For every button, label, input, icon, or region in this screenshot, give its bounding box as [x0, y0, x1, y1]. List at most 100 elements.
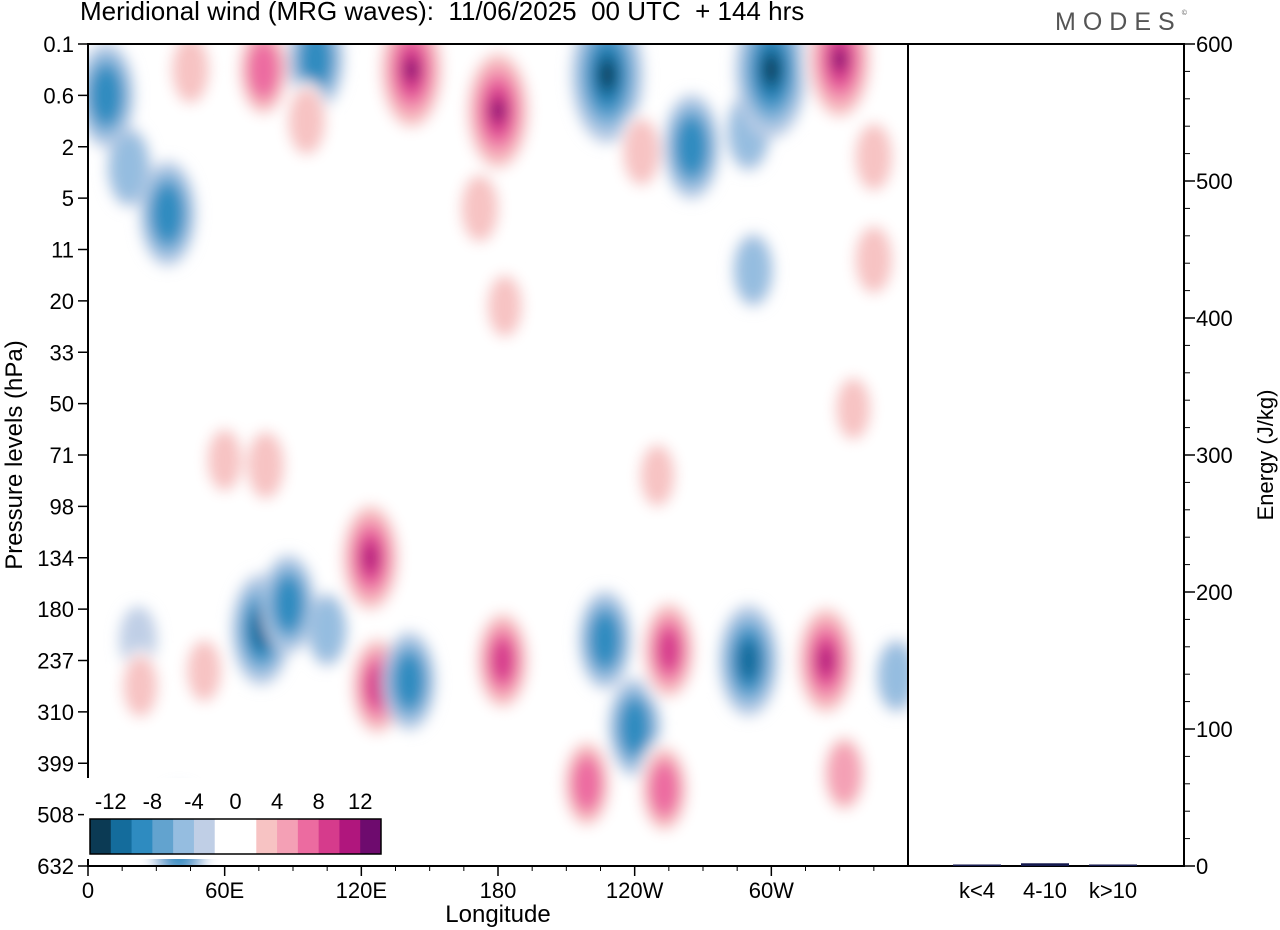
heatmap-cell — [732, 233, 774, 307]
energy-bar — [1021, 863, 1069, 866]
y-tick-label: 508 — [37, 803, 74, 828]
heatmap-cell — [382, 631, 436, 731]
y-tick-label: 33 — [50, 340, 74, 365]
energy-tick-label: 200 — [1196, 580, 1233, 605]
heatmap-cell — [375, 44, 448, 139]
energy-bar-panel: 0 100 200 300 400 500 600 k<4 4-10 k>10 — [907, 32, 1233, 903]
colorbar-swatch — [193, 819, 216, 854]
heatmap-cell — [638, 594, 699, 707]
colorbar-swatch — [318, 819, 340, 854]
heatmap-cell — [337, 495, 404, 621]
heatmap-cell — [168, 44, 213, 110]
energy-frame — [907, 43, 1185, 867]
heatmap-cell — [637, 438, 678, 513]
logo-text: MODES — [1055, 8, 1182, 36]
x-axis-label: Longitude — [445, 901, 550, 928]
colorbar-swatch — [131, 819, 153, 854]
energy-bar — [1089, 864, 1137, 866]
colorbar-swatch — [256, 819, 278, 854]
y-tick-label: 237 — [37, 649, 74, 674]
heatmap-cell — [560, 734, 614, 834]
y-tick-label: 98 — [50, 494, 74, 519]
heatmap-cell — [792, 598, 860, 723]
colorbar-tick-label: 4 — [271, 789, 283, 814]
heatmap-cell — [243, 425, 288, 506]
colorbar-tick-label: 8 — [313, 789, 325, 814]
heatmap-cell — [851, 219, 896, 300]
colorbar-tick-label: 12 — [348, 789, 372, 814]
heatmap-cell — [306, 592, 348, 667]
heatmap-cell — [718, 604, 779, 717]
x-tick-label: 60E — [205, 878, 244, 903]
energy-tick-label: 400 — [1196, 306, 1233, 331]
heatmap-cell — [820, 730, 868, 817]
y-tick-label: 71 — [50, 443, 74, 468]
x-tick-label: 120E — [336, 878, 387, 903]
colorbar-tick-label: -12 — [95, 789, 127, 814]
colorbar-swatch — [297, 819, 320, 854]
heatmap-cell — [261, 554, 316, 654]
heatmap-cell — [183, 633, 225, 708]
y-tick-label: 5 — [62, 186, 74, 211]
heatmap-cell — [119, 649, 161, 723]
energy-tick-label: 0 — [1196, 854, 1208, 879]
heatmap-cell — [734, 44, 808, 139]
heatmap-cell — [570, 44, 644, 144]
heatmap-axes: 0.1 0.6 2 5 11 20 33 50 71 98 134 180 237 310 399 508 63… — [37, 32, 909, 903]
heatmap-cell — [472, 604, 533, 717]
colorbar-swatch — [110, 819, 133, 854]
modes-logo: MODES© — [1055, 8, 1187, 36]
heatmap-cell — [461, 44, 535, 180]
colorbar-swatch — [173, 819, 195, 854]
heatmap-cell — [88, 44, 135, 149]
colorbar: -12 -8 -4 0 4 8 12 — [84, 778, 387, 859]
y-tick-label: 0.6 — [43, 83, 74, 108]
heatmap-cell — [284, 81, 329, 162]
colorbar-tick-label: -8 — [143, 789, 163, 814]
energy-category-label: k>10 — [1089, 878, 1137, 903]
heatmap-cell — [139, 160, 197, 267]
colorbar-swatch — [152, 819, 174, 854]
heatmap-cell — [107, 127, 151, 208]
x-tick-label: 180 — [480, 878, 517, 903]
heatmap-cell — [832, 371, 874, 446]
energy-tick-label: 600 — [1196, 32, 1233, 57]
y-tick-label: 20 — [50, 289, 74, 314]
y-tick-label: 11 — [51, 238, 74, 263]
x-tick-label: 0 — [82, 878, 94, 903]
x-tick-label: 120W — [606, 878, 664, 903]
energy-axis-label: Energy (J/kg) — [1253, 390, 1278, 521]
energy-category-label: 4-10 — [1023, 878, 1067, 903]
y-tick-label: 180 — [37, 597, 74, 622]
y-axis-label: Pressure levels (hPa) — [1, 340, 28, 569]
heatmap-field — [88, 44, 908, 866]
chart-title: Meridional wind (MRG waves): 11/06/2025 … — [80, 0, 805, 26]
heatmap-cell — [803, 44, 877, 129]
heatmap-cell — [484, 269, 526, 343]
colorbar-swatch — [360, 819, 382, 854]
energy-tick-label: 500 — [1196, 169, 1233, 194]
heatmap-cell — [663, 93, 721, 200]
y-tick-label: 310 — [37, 700, 74, 725]
x-tick-label: 60W — [749, 878, 794, 903]
colorbar-tick-label: -4 — [184, 789, 204, 814]
colorbar-swatch — [277, 819, 299, 854]
heatmap-cell — [619, 111, 664, 192]
colorbar-frame — [89, 818, 382, 855]
colorbar-swatch — [235, 819, 257, 854]
y-tick-label: 134 — [37, 546, 74, 571]
heatmap-cell — [457, 168, 502, 249]
y-tick-label: 399 — [37, 751, 74, 776]
colorbar-swatch — [90, 819, 112, 854]
y-tick-label: 0.1 — [43, 32, 74, 57]
y-tick-label: 50 — [50, 392, 74, 417]
energy-tick-label: 300 — [1196, 443, 1233, 468]
y-tick-label: 632 — [37, 854, 74, 879]
heatmap-cell — [578, 590, 632, 690]
heatmap-cell — [637, 739, 692, 839]
colorbar-swatch — [339, 819, 361, 854]
y-tick-label: 2 — [62, 135, 74, 160]
heatmap-cell — [876, 639, 908, 713]
colorbar-swatch — [214, 819, 236, 854]
